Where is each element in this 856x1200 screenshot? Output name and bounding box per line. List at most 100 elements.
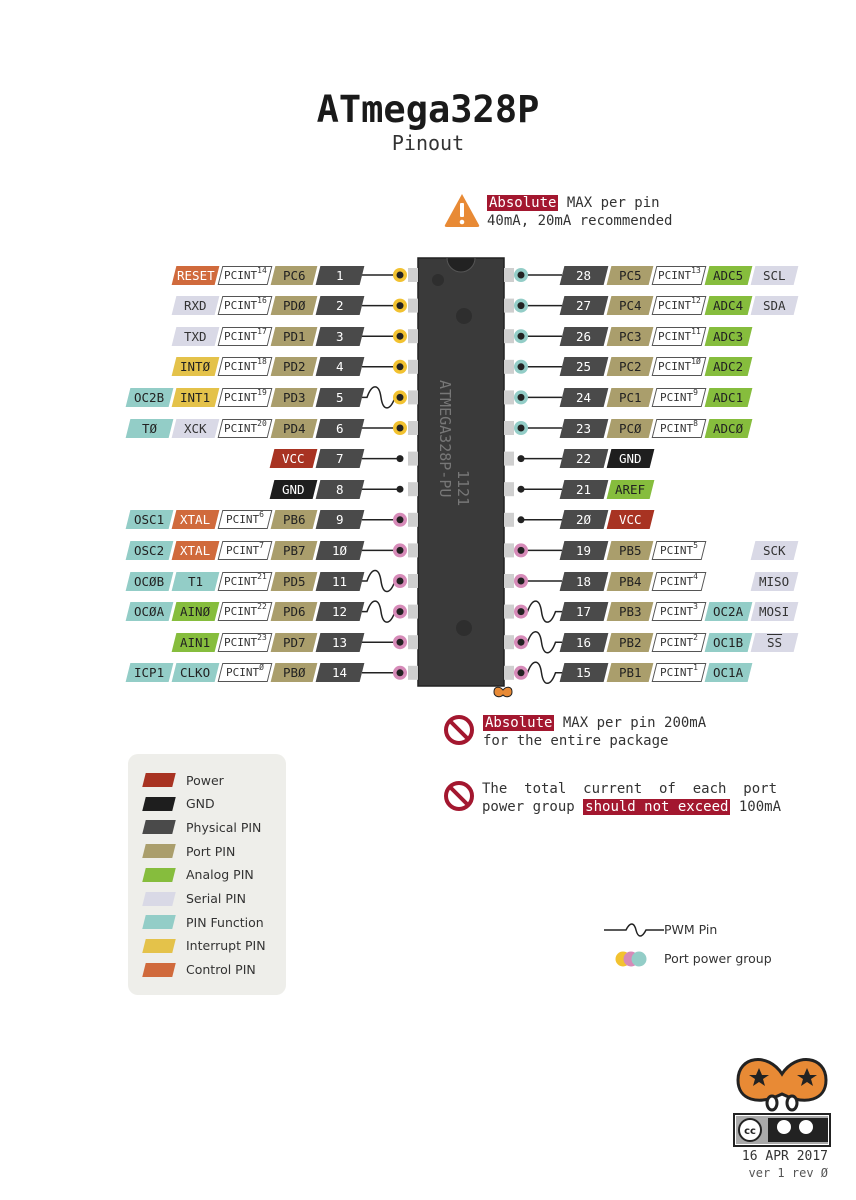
pin-number-7-text: 7 — [336, 451, 344, 467]
pin-number-15: 15 — [559, 663, 609, 683]
pin-3-label-2: PD1 — [270, 326, 318, 346]
pin-17-label-3-text: MOSI — [759, 604, 790, 620]
pin-28-label-1: PCINT13 — [651, 265, 707, 285]
pin-11-label-1: T1 — [171, 571, 220, 591]
legend-swatch-func — [142, 915, 176, 930]
pwm-wire-17 — [521, 600, 562, 623]
pin-17-label-0: PB3 — [606, 602, 654, 622]
pin-22-label-0: GND — [606, 449, 655, 469]
pin-number-26-text: 26 — [576, 328, 592, 344]
pin-23-label-2: ADCØ — [704, 418, 753, 438]
pin-9-label-1: XTAL — [171, 510, 220, 530]
pin-9-label-2-text: PCINT — [226, 513, 260, 527]
pin-5-label-2-superscript: 19 — [256, 387, 267, 397]
chip-leg-left-11 — [408, 574, 418, 588]
pin-2-label-2-text: PDØ — [282, 298, 306, 314]
pin-15-label-2-text: OC1A — [713, 665, 744, 681]
pin-17-label-0-text: PB3 — [618, 604, 642, 620]
pin-26-label-2-text: ADC3 — [713, 328, 744, 344]
pin-number-5: 5 — [315, 387, 365, 407]
pin-18-label-1-text: PCINT — [660, 574, 694, 588]
pin-15-label-1-superscript: 1 — [693, 663, 698, 673]
pin-25-label-1: PCINT1Ø — [651, 357, 707, 377]
pin-dot-26 — [517, 332, 525, 340]
pin-13-label-2: PD7 — [270, 632, 318, 652]
pin-12-label-0: OCØA — [125, 602, 174, 622]
pwm-legend-label: PWM Pin — [664, 922, 718, 937]
pin-number-7: 7 — [315, 449, 365, 469]
pin-number-25: 25 — [559, 357, 609, 377]
pin-4-label-2: PD2 — [270, 357, 318, 377]
chip-leg-right-16 — [504, 635, 514, 650]
pin-number-12: 12 — [315, 602, 365, 622]
pin-6-label-0-text: TØ — [141, 420, 158, 436]
pin-number-11: 11 — [315, 571, 365, 591]
pin-number-9-text: 9 — [336, 512, 344, 528]
pin-dot-17 — [517, 608, 525, 616]
legend-item-int: Interrupt PIN — [142, 937, 266, 955]
pin-27-label-1-text: PCINT — [657, 299, 691, 313]
pin-number-28: 28 — [559, 265, 609, 285]
pin-13-label-1-text: PCINT — [223, 635, 257, 649]
pin-13-label-0: AIN1 — [171, 632, 220, 652]
chip-leg-right-22 — [504, 451, 514, 466]
pin-6-label-2-text: PCINT — [223, 421, 257, 435]
pin-1-label-2: PC6 — [270, 265, 318, 285]
pin-2-label-0: RXD — [171, 296, 220, 316]
pin-1Ø-label-2-superscript: 7 — [259, 540, 264, 550]
pin-number-19: 19 — [559, 540, 609, 560]
pin-number-8-text: 8 — [336, 481, 344, 497]
pin-25-label-1-superscript: 1Ø — [690, 357, 701, 367]
pin-number-14-text: 14 — [332, 665, 348, 681]
pin-12-label-1: AINØ — [171, 602, 220, 622]
pin-4-label-2-text: PD2 — [282, 359, 306, 375]
pin-1-label-1-text: PCINT — [223, 268, 257, 282]
pin-9-label-3: PB6 — [270, 510, 318, 530]
pin-12-label-2-superscript: 22 — [256, 602, 267, 612]
pin-number-17: 17 — [559, 602, 609, 622]
package-current-note: Absolute MAX per pin 200mA for the entir… — [483, 714, 706, 750]
pin-8-label-0-text: GND — [282, 481, 305, 497]
pin-14-label-2: PCINTØ — [217, 663, 273, 683]
pin-5-label-2: PCINT19 — [217, 387, 273, 407]
pin-1Ø-label-1: XTAL — [171, 540, 220, 560]
pin-11-label-0-text: OCØB — [134, 573, 165, 589]
pin-3-label-0-text: TXD — [184, 328, 207, 344]
legend-label-int: Interrupt PIN — [186, 938, 266, 954]
pin-9-label-2: PCINT6 — [217, 510, 273, 530]
pin-number-2Ø-text: 2Ø — [576, 512, 592, 528]
pin-16-label-1-text: PCINT — [660, 635, 694, 649]
pin-9-label-0-text: OSC1 — [134, 512, 165, 528]
pin-number-5-text: 5 — [336, 389, 344, 405]
pin-number-15-text: 15 — [576, 665, 592, 681]
legend-item-port: Port PIN — [142, 842, 235, 860]
pin-1Ø-label-0: OSC2 — [125, 540, 174, 560]
chip-leg-right-24 — [504, 390, 514, 405]
pin-12-label-0-text: OCØA — [134, 604, 165, 620]
pin-16-label-1: PCINT2 — [651, 632, 707, 652]
pin-2-label-0-text: RXD — [184, 298, 207, 314]
pin-dot-12 — [396, 608, 404, 616]
pin-24-label-0: PC1 — [606, 387, 654, 407]
pin-26-label-1: PCINT11 — [651, 326, 707, 346]
pin-number-6: 6 — [315, 418, 365, 438]
pin-25-label-1-text: PCINT — [657, 360, 691, 374]
pin-18-label-3-text: MISO — [759, 573, 790, 589]
pin-number-16: 16 — [559, 632, 609, 652]
chip-leg-left-1Ø — [408, 543, 418, 558]
mini-mascot-icon — [493, 686, 513, 698]
pin-15-label-0-text: PB1 — [618, 665, 642, 681]
pin-25-label-0-text: PC2 — [618, 359, 642, 375]
pin-number-3: 3 — [315, 326, 365, 346]
pwm-wire-12 — [362, 600, 400, 623]
legend-swatch-port — [142, 844, 176, 859]
pin-dot-9 — [396, 516, 404, 524]
pin-number-1-text: 1 — [336, 267, 344, 283]
port-group-legend-label: Port power group — [664, 951, 772, 966]
pin-dot-2Ø — [517, 516, 525, 524]
pin-23-label-1: PCINT8 — [651, 418, 707, 438]
pin-dot-7 — [396, 455, 404, 463]
pin-28-label-1-superscript: 13 — [690, 265, 701, 275]
chip-leg-left-3 — [408, 329, 418, 344]
pin-15-label-2: OC1A — [704, 663, 753, 683]
